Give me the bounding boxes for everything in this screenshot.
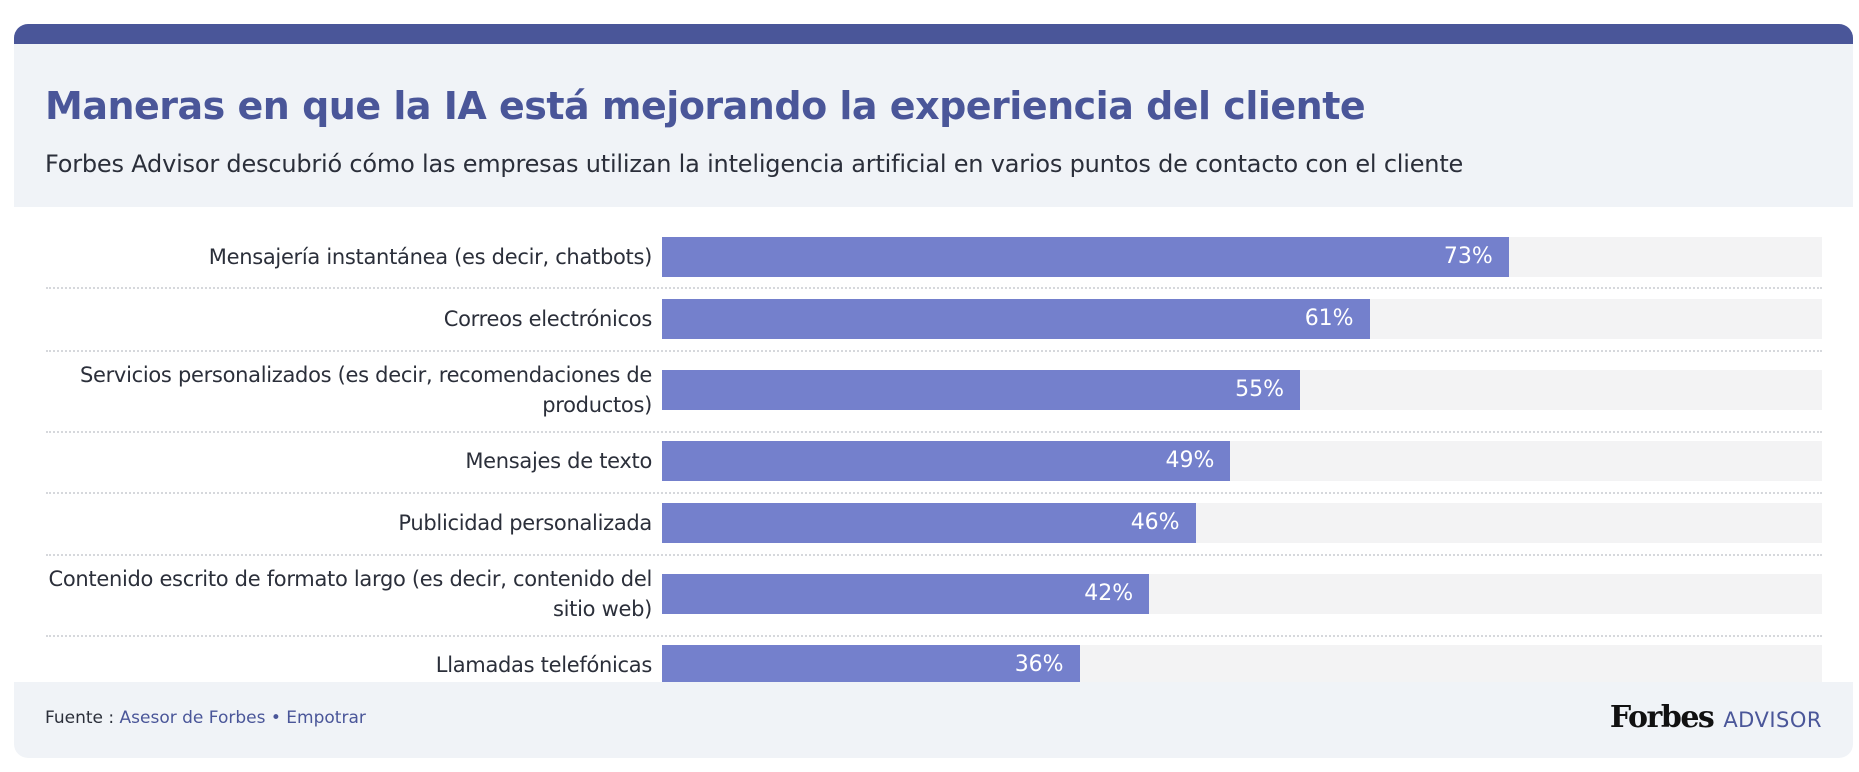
- chart-subtitle: Forbes Advisor descubrió cómo las empres…: [45, 150, 1464, 178]
- embed-link[interactable]: Empotrar: [286, 708, 366, 728]
- bar-track: 55%: [662, 370, 1822, 410]
- bar: 73%: [662, 237, 1509, 277]
- bar: 49%: [662, 441, 1231, 481]
- bar-track: 73%: [662, 237, 1822, 277]
- category-label: Publicidad personalizada: [398, 511, 652, 535]
- data-label: 42%: [1084, 581, 1134, 606]
- bar: 36%: [662, 645, 1080, 685]
- data-label: 61%: [1304, 306, 1354, 331]
- bar-row: Llamadas telefónicas 36%: [46, 645, 1822, 685]
- bar-row: Mensajes de texto 49%: [46, 441, 1822, 481]
- bar-chart: Mensajería instantánea (es decir, chatbo…: [14, 207, 1853, 685]
- category-label: Mensajes de texto: [465, 449, 652, 473]
- row-separator: [46, 350, 1822, 352]
- bar: 46%: [662, 503, 1196, 543]
- category-label: Llamadas telefónicas: [435, 653, 653, 677]
- row-separator: [46, 287, 1822, 289]
- bar-track: 49%: [662, 441, 1822, 481]
- logo-advisor-text: ADVISOR: [1723, 708, 1822, 732]
- bar-track: 61%: [662, 299, 1822, 339]
- bar-track: 42%: [662, 574, 1822, 614]
- chart-card: Maneras en que la IA está mejorando la e…: [14, 24, 1853, 758]
- category-label: Correos electrónicos: [443, 307, 653, 331]
- data-label: 49%: [1165, 448, 1215, 473]
- bar-row: Correos electrónicos 61%: [46, 299, 1822, 339]
- bar-row: Mensajería instantánea (es decir, chatbo…: [46, 237, 1822, 277]
- bar: 61%: [662, 299, 1370, 339]
- data-label: 55%: [1235, 377, 1284, 402]
- bar: 42%: [662, 574, 1150, 614]
- bar: 55%: [662, 370, 1300, 410]
- bar-row: Publicidad personalizada 46%: [46, 503, 1822, 543]
- chart-footer: Fuente : Asesor de Forbes • Empotrar For…: [14, 682, 1853, 758]
- data-label: 46%: [1130, 510, 1180, 535]
- bar-row: Contenido escrito de formato largo (es d…: [46, 567, 1822, 621]
- logo-forbes-text: Forbes: [1609, 700, 1715, 735]
- row-separator: [46, 492, 1822, 494]
- row-separator: [46, 554, 1822, 556]
- bullet-separator: •: [270, 708, 281, 728]
- accent-top-bar: [14, 24, 1853, 44]
- category-label: Mensajería instantánea (es decir, chatbo…: [208, 245, 653, 269]
- category-label: Contenido escrito de formato largo (es d…: [48, 567, 652, 621]
- bar-track: 46%: [662, 503, 1822, 543]
- bar-row: Servicios personalizados (es decir, reco…: [46, 363, 1822, 417]
- chart-title: Maneras en que la IA está mejorando la e…: [45, 84, 1366, 128]
- chart-header: Maneras en que la IA está mejorando la e…: [14, 44, 1853, 207]
- source-line: Fuente : Asesor de Forbes • Empotrar: [45, 708, 366, 728]
- data-label: 73%: [1443, 244, 1493, 269]
- category-label: Servicios personalizados (es decir, reco…: [79, 363, 652, 417]
- row-separator: [46, 635, 1822, 637]
- data-label: 36%: [1014, 652, 1064, 677]
- bar-track: 36%: [662, 645, 1822, 685]
- row-separator: [46, 431, 1822, 433]
- source-prefix: Fuente :: [45, 708, 115, 728]
- forbes-advisor-logo[interactable]: Forbes ADVISOR: [1610, 700, 1822, 735]
- source-link[interactable]: Asesor de Forbes: [119, 708, 266, 728]
